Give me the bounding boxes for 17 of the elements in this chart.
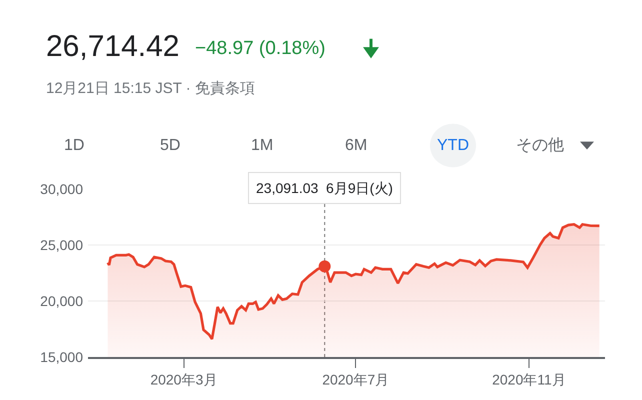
chart-subtitle: 12月21日 15:15 JST · 免責条項 bbox=[46, 80, 255, 97]
y-tick-label: 25,000 bbox=[40, 236, 84, 253]
text: −48.97 (0.18%) bbox=[195, 38, 326, 59]
text: 6M bbox=[345, 137, 368, 154]
text: 5D bbox=[160, 137, 180, 154]
y-tick-label: 15,000 bbox=[40, 348, 84, 365]
chart-title: 26,714.42 bbox=[46, 30, 180, 63]
text: 1M bbox=[251, 137, 274, 154]
annotation: 23,091.03 6月9日(火) bbox=[256, 180, 393, 196]
x-tick-label: 2020年3月 bbox=[150, 372, 218, 388]
x-tick-label: 2020年11月 bbox=[492, 372, 566, 388]
text: その他 bbox=[516, 137, 564, 154]
x-tick-label: 2020年7月 bbox=[322, 372, 390, 388]
y-tick-label: 30,000 bbox=[40, 180, 84, 197]
text: 1D bbox=[64, 137, 84, 154]
y-tick-label: 20,000 bbox=[40, 292, 84, 309]
text: YTD bbox=[437, 137, 469, 154]
